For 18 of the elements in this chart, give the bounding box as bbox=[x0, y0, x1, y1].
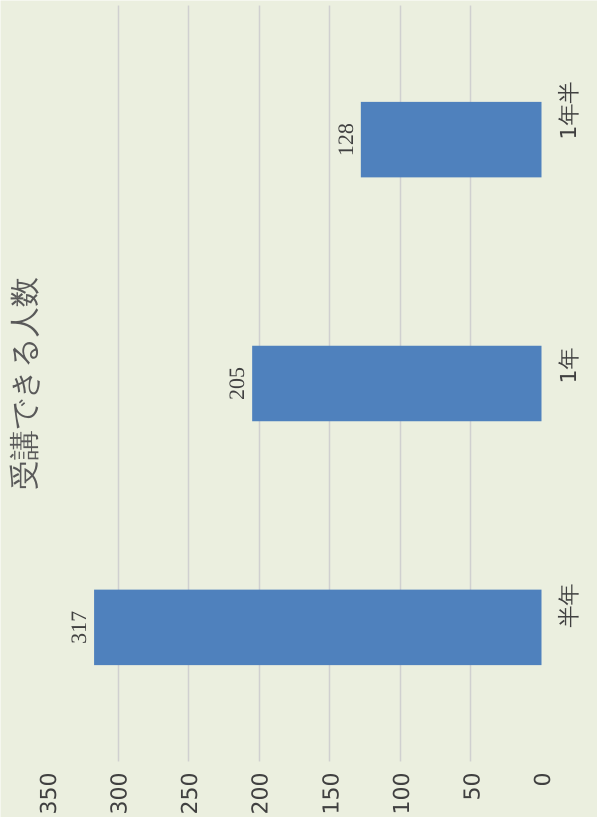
bar bbox=[360, 102, 542, 178]
data-label: 128 bbox=[332, 123, 358, 156]
data-label: 317 bbox=[66, 610, 92, 644]
x-tick-label: 150 bbox=[319, 772, 344, 814]
x-tick-label: 200 bbox=[248, 772, 274, 814]
y-tick-label: 半年 bbox=[557, 583, 582, 628]
bar bbox=[252, 346, 542, 422]
bar bbox=[94, 590, 542, 666]
y-tick-label: 1年 bbox=[557, 348, 582, 384]
x-tick-label: 100 bbox=[390, 772, 415, 814]
x-tick-label: 0 bbox=[531, 772, 556, 786]
x-tick-label: 300 bbox=[108, 772, 133, 814]
x-tick-label: 50 bbox=[460, 772, 486, 800]
data-label: 205 bbox=[224, 367, 250, 400]
x-tick-label: 350 bbox=[37, 772, 62, 814]
y-tick-label: 1年半 bbox=[557, 82, 582, 140]
x-tick-label: 250 bbox=[178, 772, 204, 814]
text: 受講できる人数 bbox=[8, 277, 42, 490]
